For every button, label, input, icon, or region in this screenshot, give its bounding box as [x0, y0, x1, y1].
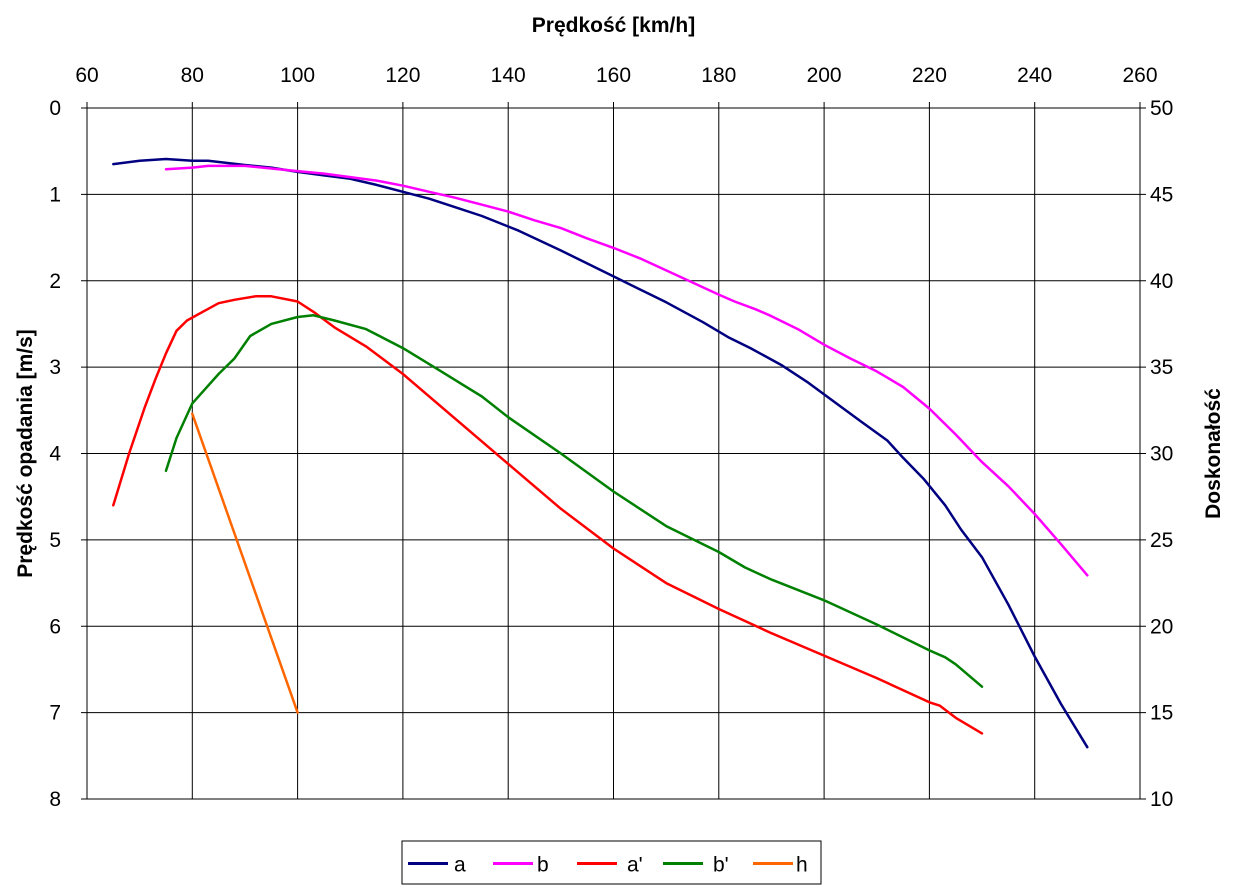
series-line-b-prime [164, 314, 984, 688]
x-tick-label: 120 [385, 64, 420, 87]
x-tick-label: 60 [75, 64, 98, 87]
y-left-tick-label: 7 [49, 702, 61, 725]
x-tick-label: 100 [280, 64, 315, 87]
legend: a b a' b' h [401, 840, 822, 885]
legend-label: h [796, 854, 808, 877]
y-right-tick-label: 40 [1150, 270, 1173, 293]
y-left-tick-label: 8 [49, 788, 61, 811]
data-series [112, 157, 1089, 749]
legend-label: b' [713, 854, 729, 877]
x-tick-label: 200 [807, 64, 842, 87]
x-tick-label: 180 [701, 64, 736, 87]
y-left-tick-label: 0 [49, 97, 61, 120]
y-left-tick-label: 1 [49, 183, 61, 206]
legend-label: a [454, 854, 466, 877]
y-left-tick-label: 4 [49, 443, 61, 466]
y-right-tick-label: 25 [1150, 529, 1173, 552]
y-right-tick-label: 50 [1150, 97, 1173, 120]
series-line-h [191, 412, 299, 714]
x-tick-label: 220 [912, 64, 947, 87]
y-left-tick-label: 3 [49, 356, 61, 379]
x-tick-label: 80 [181, 64, 204, 87]
grid-lines [87, 108, 1140, 799]
x-tick-label: 160 [596, 64, 631, 87]
legend-label: a' [627, 854, 643, 877]
y-left-tick-label: 6 [49, 615, 61, 638]
series-line-a-prime [112, 295, 984, 735]
axes: 60 80 100 120 140 160 180 200 220 240 260012345678… [49, 64, 1173, 811]
series-line-b [164, 164, 1089, 577]
y-right-tick-label: 30 [1150, 443, 1173, 466]
y-right-tick-label: 10 [1150, 788, 1173, 811]
y-right-tick-label: 15 [1150, 702, 1173, 725]
y-right-tick-label: 45 [1150, 183, 1173, 206]
y-right-tick-label: 35 [1150, 356, 1173, 379]
y-axis-right-title: Doskonałość [1202, 388, 1225, 519]
x-axis-title: Prędkość [km/h] [532, 14, 695, 37]
x-tick-label: 140 [491, 64, 526, 87]
legend-label: b [537, 854, 549, 877]
y-right-tick-label: 20 [1150, 615, 1173, 638]
x-tick-label: 240 [1017, 64, 1052, 87]
x-tick-label: 260 [1122, 64, 1157, 87]
y-left-tick-label: 5 [49, 529, 61, 552]
y-left-tick-label: 2 [49, 270, 61, 293]
y-axis-left-title: Prędkość opadania [m/s] [14, 329, 37, 578]
